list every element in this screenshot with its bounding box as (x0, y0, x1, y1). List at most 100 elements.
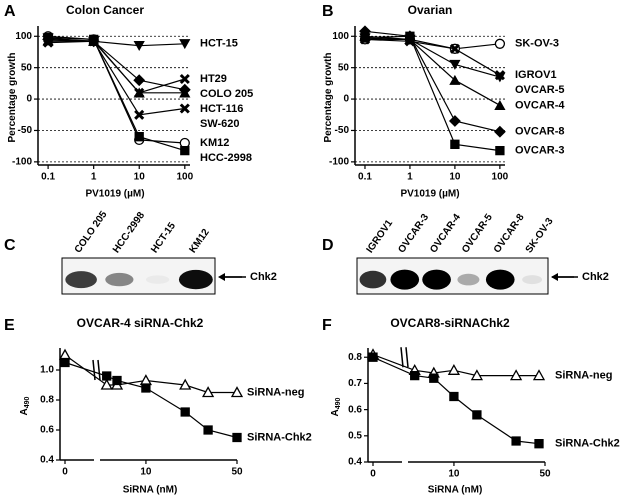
axis-break (405, 347, 409, 368)
series-line (364, 38, 501, 76)
x-axis-label: SiRNA (nM) (123, 485, 178, 496)
series-label: HCC-2998 (200, 152, 252, 164)
data-point (139, 374, 153, 386)
series-label: IGROV1 (515, 69, 557, 81)
data-point (134, 132, 144, 142)
x-axis-label: PV1019 (µM) (85, 189, 144, 200)
data-point (449, 59, 461, 70)
data-point (58, 348, 72, 360)
data-point (493, 125, 506, 138)
data-point (203, 425, 213, 435)
series-line (64, 354, 237, 394)
series-line (364, 30, 501, 133)
data-point (470, 369, 484, 381)
panel-letter: C (4, 237, 16, 254)
panel-letter: D (322, 237, 334, 254)
blot-band (359, 270, 387, 289)
panel-letter: F (322, 317, 332, 334)
data-point (410, 370, 420, 381)
series-label: OVCAR-3 (515, 144, 565, 156)
data-point (201, 386, 215, 398)
data-point (100, 378, 113, 390)
x-tick-label: 50 (539, 469, 551, 480)
lane-label: KM12 (187, 227, 212, 256)
chart-title: OVCAR-4 siRNA-Chk2 (77, 316, 204, 330)
data-point (509, 369, 523, 381)
data-point (180, 407, 190, 417)
data-point (368, 352, 378, 362)
blot-band (485, 269, 515, 290)
data-point (133, 41, 145, 52)
y-axis-label-sub: 490 (335, 397, 342, 409)
series-label: OVCAR-4 (515, 99, 565, 111)
y-tick-label: 0.4 (40, 455, 54, 466)
blot-band (390, 269, 420, 290)
y-tick-label: -100 (12, 157, 32, 168)
data-point (494, 38, 506, 49)
lane-label: IGROV1 (365, 218, 396, 256)
panel-letter: A (4, 3, 16, 20)
x-tick-label: 1 (91, 172, 97, 183)
y-tick-label: 100 (15, 31, 32, 42)
series-label: SiRNA-Chk2 (555, 438, 620, 450)
series-label: OVCAR-8 (515, 126, 565, 138)
blot-band (457, 273, 480, 286)
x-tick-label: 50 (231, 467, 243, 478)
data-point (141, 383, 151, 393)
series-label: HCT-15 (200, 38, 238, 50)
x-tick-label: 0.1 (358, 172, 372, 183)
data-point (447, 363, 461, 375)
series-label: HCT-116 (200, 103, 243, 115)
data-point (179, 39, 191, 50)
y-tick-label: 0.4 (348, 457, 362, 468)
y-tick-label: -50 (18, 125, 33, 136)
data-point (449, 74, 461, 85)
blot-band (422, 269, 451, 290)
data-point (133, 87, 145, 98)
data-point (179, 73, 190, 85)
lane-label: COLO 205 (73, 209, 110, 255)
y-tick-label: 0.6 (348, 404, 362, 415)
data-point (534, 439, 544, 449)
y-tick-label: 0.6 (40, 425, 54, 436)
blot-band (522, 275, 543, 285)
series-label: SiRNA-Chk2 (247, 431, 312, 443)
series-line (48, 40, 185, 116)
series-label: SiRNA-neg (247, 386, 304, 398)
data-point (449, 391, 459, 402)
y-tick-label: 0.8 (40, 395, 54, 406)
x-axis-label: SiRNA (nM) (428, 485, 483, 496)
lane-label: OVCAR-5 (460, 212, 495, 256)
y-tick-label: -50 (335, 125, 350, 136)
y-tick-label: 1.0 (40, 365, 54, 376)
lane-label: HCT-15 (149, 220, 178, 255)
y-axis-label-main: A (19, 408, 30, 415)
lane-label: OVCAR-8 (492, 212, 527, 256)
x-tick-label: 1 (407, 172, 413, 183)
data-point (511, 436, 521, 446)
axis-break (400, 347, 404, 368)
series-line (364, 35, 500, 152)
protein-label: Chk2 (582, 271, 609, 283)
y-tick-label: 50 (338, 62, 350, 73)
panel-letter: E (4, 317, 15, 334)
chart-title: OVCAR8-siRNAChk2 (390, 316, 510, 330)
x-tick-label: 10 (448, 469, 460, 480)
data-point (472, 410, 482, 420)
series-label: SW-620 (200, 118, 240, 130)
y-tick-label: 50 (21, 62, 33, 73)
data-point (448, 115, 461, 127)
data-point (60, 357, 70, 368)
protein-label: Chk2 (250, 271, 277, 283)
y-axis-label: A490 (19, 396, 31, 415)
data-point (230, 386, 244, 398)
data-point (494, 72, 506, 83)
y-tick-label: 0.5 (348, 430, 362, 441)
data-point (179, 378, 192, 390)
blot-band (178, 269, 213, 290)
panel-letter: B (322, 3, 334, 20)
series-label: HT29 (200, 73, 227, 85)
y-tick-label: 0 (343, 94, 349, 105)
y-tick-label: 0.8 (348, 352, 362, 363)
data-point (232, 432, 242, 443)
